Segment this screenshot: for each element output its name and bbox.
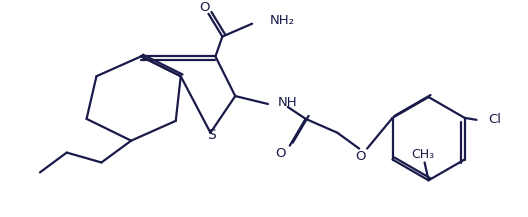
Text: O: O	[199, 1, 210, 14]
Text: O: O	[355, 150, 365, 163]
Text: O: O	[276, 147, 286, 160]
Text: NH₂: NH₂	[270, 14, 295, 27]
Text: Cl: Cl	[488, 113, 502, 126]
Text: S: S	[207, 128, 216, 142]
Text: CH₃: CH₃	[411, 148, 434, 161]
Text: NH: NH	[278, 95, 297, 108]
